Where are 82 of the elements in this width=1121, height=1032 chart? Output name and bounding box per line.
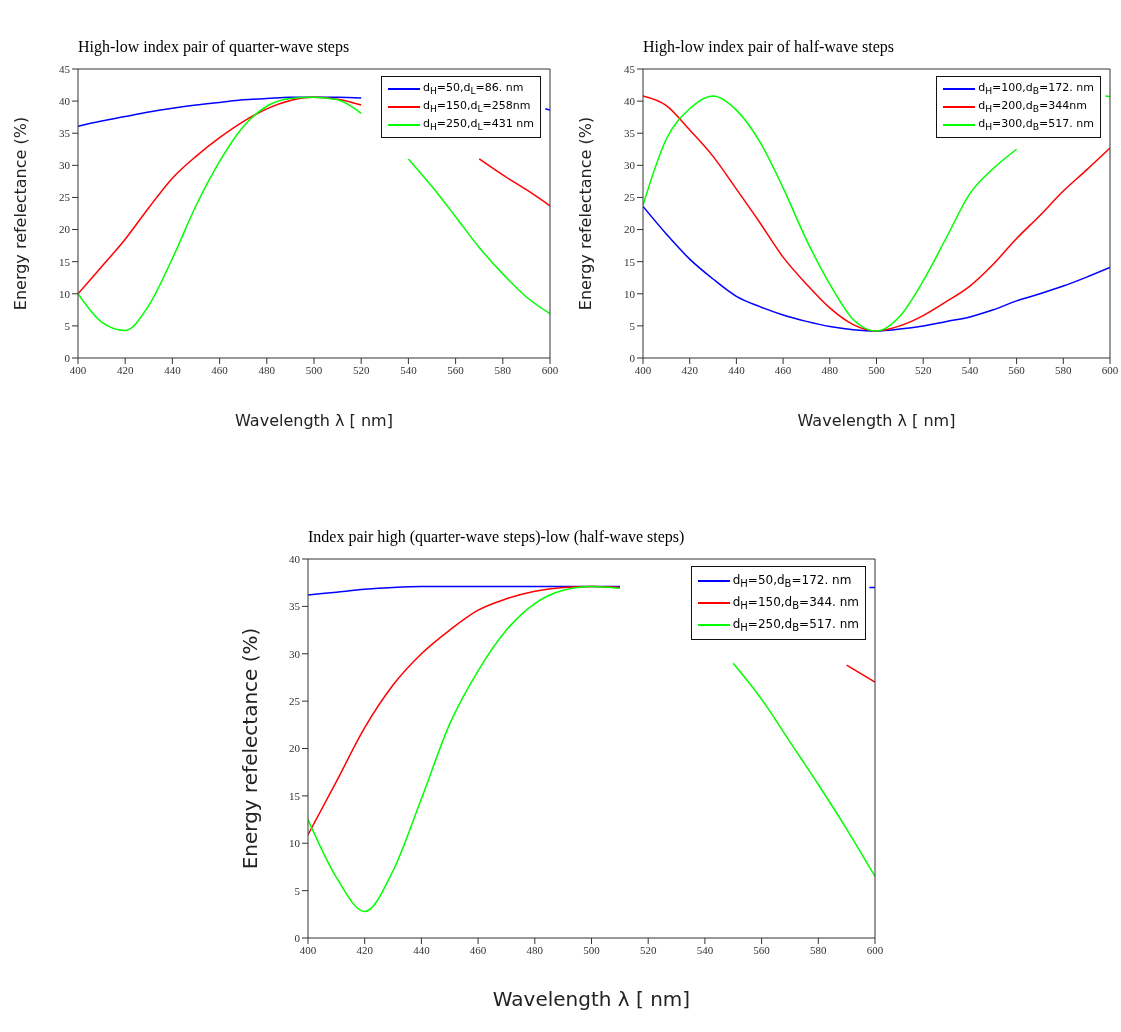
x-tick-label: 440 bbox=[164, 363, 182, 376]
x-tick-label: 460 bbox=[211, 363, 229, 376]
legend-label: d$_{H}$=50,d$_{B}$=172. nm bbox=[732, 572, 852, 590]
y-tick-label: 25 bbox=[59, 191, 71, 204]
x-tick-label: 600 bbox=[541, 363, 559, 376]
y-tick-label: 40 bbox=[289, 552, 301, 565]
y-axis-title: Energy refelectance (%) bbox=[575, 116, 595, 311]
x-tick-label: 400 bbox=[299, 943, 317, 956]
x-tick-label: 540 bbox=[696, 943, 714, 956]
y-tick-label: 5 bbox=[64, 319, 71, 332]
legend-label: d$_{H}$=150,d$_{B}$=344. nm bbox=[732, 594, 859, 612]
y-tick-label: 45 bbox=[624, 62, 636, 75]
y-tick-label: 15 bbox=[59, 255, 71, 268]
legend-label: d$_{H}$=250,d$_{B}$=517. nm bbox=[732, 616, 859, 634]
x-tick-label: 420 bbox=[356, 943, 374, 956]
y-tick-label: 0 bbox=[629, 351, 636, 364]
legend-label: d$_{H}$=200,d$_{B}$=344nm bbox=[978, 99, 1087, 115]
x-axis-title: Wavelength λ [ nm] bbox=[492, 987, 691, 1011]
x-tick-label: 500 bbox=[583, 943, 601, 956]
y-tick-label: 25 bbox=[624, 191, 636, 204]
x-tick-label: 500 bbox=[305, 363, 323, 376]
legend-label: d$_{H}$=150,d$_{L}$=258nm bbox=[422, 99, 531, 115]
y-tick-label: 0 bbox=[64, 351, 71, 364]
line-series bbox=[643, 95, 1110, 332]
line-series bbox=[643, 205, 1110, 332]
x-tick-label: 460 bbox=[469, 943, 487, 956]
y-tick-label: 15 bbox=[289, 789, 301, 802]
chart-title: Index pair high (quarter-wave steps)-low (half-wave steps) bbox=[307, 527, 686, 548]
chart-title: High-low index pair of half-wave steps bbox=[642, 37, 896, 58]
x-tick-label: 480 bbox=[821, 363, 839, 376]
x-axis-title: Wavelength λ [ nm] bbox=[235, 411, 393, 430]
x-tick-label: 580 bbox=[494, 363, 512, 376]
x-tick-label: 520 bbox=[352, 363, 370, 376]
y-tick-label: 30 bbox=[624, 159, 636, 172]
y-tick-label: 25 bbox=[289, 695, 301, 708]
y-tick-label: 35 bbox=[289, 600, 301, 613]
y-tick-label: 10 bbox=[624, 287, 636, 300]
y-axis-title: Energy refelectance (%) bbox=[238, 627, 263, 870]
x-tick-label: 540 bbox=[400, 363, 418, 376]
y-tick-label: 45 bbox=[59, 62, 71, 75]
x-axis-title: Wavelength λ [ nm] bbox=[797, 411, 956, 430]
y-tick-label: 20 bbox=[59, 223, 71, 236]
x-tick-label: 400 bbox=[69, 363, 87, 376]
y-tick-label: 40 bbox=[59, 95, 71, 108]
x-tick-label: 500 bbox=[868, 363, 886, 376]
x-tick-label: 540 bbox=[961, 363, 979, 376]
y-tick-label: 10 bbox=[59, 287, 71, 300]
y-tick-label: 5 bbox=[294, 884, 301, 897]
x-tick-label: 440 bbox=[728, 363, 746, 376]
x-tick-label: 480 bbox=[258, 363, 276, 376]
x-tick-label: 560 bbox=[1008, 363, 1026, 376]
x-tick-label: 600 bbox=[866, 943, 884, 956]
y-tick-label: 10 bbox=[289, 837, 301, 850]
legend-label: d$_{H}$=100,d$_{B}$=172. nm bbox=[978, 81, 1094, 97]
y-tick-label: 5 bbox=[629, 319, 636, 332]
chart-title: High-low index pair of quarter-wave steps bbox=[77, 37, 351, 58]
legend-label: d$_{H}$=250,d$_{L}$=431 nm bbox=[422, 117, 534, 133]
y-axis-title: Energy refelectance (%) bbox=[10, 116, 30, 311]
x-tick-label: 480 bbox=[526, 943, 544, 956]
x-tick-label: 580 bbox=[810, 943, 828, 956]
x-tick-label: 440 bbox=[413, 943, 431, 956]
x-tick-label: 560 bbox=[753, 943, 771, 956]
legend-label: d$_{H}$=50,d$_{L}$=86. nm bbox=[422, 81, 524, 97]
x-tick-label: 520 bbox=[914, 363, 932, 376]
y-tick-label: 40 bbox=[624, 95, 636, 108]
x-tick-label: 520 bbox=[639, 943, 657, 956]
y-tick-label: 35 bbox=[59, 127, 71, 140]
x-tick-label: 420 bbox=[116, 363, 134, 376]
x-tick-label: 420 bbox=[681, 363, 699, 376]
x-tick-label: 580 bbox=[1055, 363, 1073, 376]
y-tick-label: 35 bbox=[624, 127, 636, 140]
x-tick-label: 560 bbox=[447, 363, 465, 376]
y-tick-label: 20 bbox=[289, 742, 301, 755]
y-tick-label: 20 bbox=[624, 223, 636, 236]
x-tick-label: 400 bbox=[634, 363, 652, 376]
y-tick-label: 30 bbox=[289, 647, 301, 660]
y-tick-label: 0 bbox=[294, 931, 301, 944]
y-tick-label: 30 bbox=[59, 159, 71, 172]
legend-label: d$_{H}$=300,d$_{B}$=517. nm bbox=[978, 117, 1094, 133]
y-tick-label: 15 bbox=[624, 255, 636, 268]
x-tick-label: 460 bbox=[774, 363, 792, 376]
x-tick-label: 600 bbox=[1101, 363, 1119, 376]
